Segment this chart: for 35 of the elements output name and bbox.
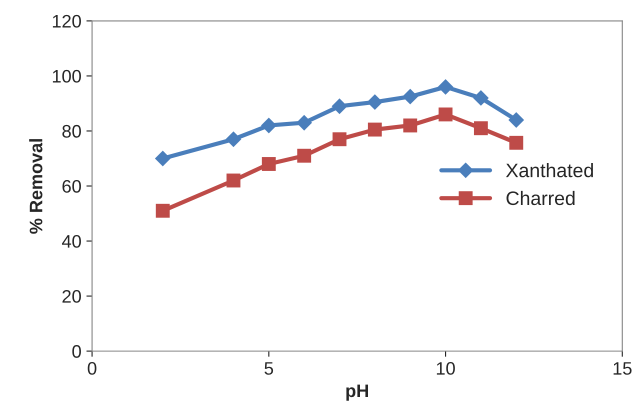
point xyxy=(156,204,170,218)
point xyxy=(297,148,312,163)
x-axis-title: pH xyxy=(346,384,368,401)
x-tick-label: 10 xyxy=(436,362,455,375)
point xyxy=(403,118,418,132)
point xyxy=(226,131,242,148)
point xyxy=(402,88,418,104)
x-tick-label: 5 xyxy=(264,362,274,375)
y-axis-title: % Removal xyxy=(29,139,42,234)
x-tick-label: 15 xyxy=(614,362,632,375)
legend-label: Charred xyxy=(506,190,575,206)
y-tick-label: 40 xyxy=(62,234,81,248)
y-tick-label: 80 xyxy=(62,124,81,138)
legend-label: Xanthated xyxy=(506,163,593,178)
point xyxy=(473,90,489,106)
y-tick-label: 0 xyxy=(72,345,81,358)
point xyxy=(332,132,346,146)
point xyxy=(332,98,348,114)
point xyxy=(154,150,171,166)
point xyxy=(262,157,276,171)
point xyxy=(508,112,524,128)
y-tick-label: 120 xyxy=(52,14,81,28)
y-tick-label: 20 xyxy=(62,290,81,303)
point xyxy=(296,114,312,131)
point xyxy=(368,122,382,137)
point xyxy=(260,118,277,134)
point xyxy=(438,79,454,95)
x-tick-label: 0 xyxy=(88,362,96,375)
point xyxy=(474,121,488,136)
y-tick-label: 100 xyxy=(52,70,81,83)
y-tick-label: 60 xyxy=(62,180,81,193)
point xyxy=(226,174,240,188)
point xyxy=(367,94,383,110)
point xyxy=(509,136,524,150)
point xyxy=(438,108,453,122)
